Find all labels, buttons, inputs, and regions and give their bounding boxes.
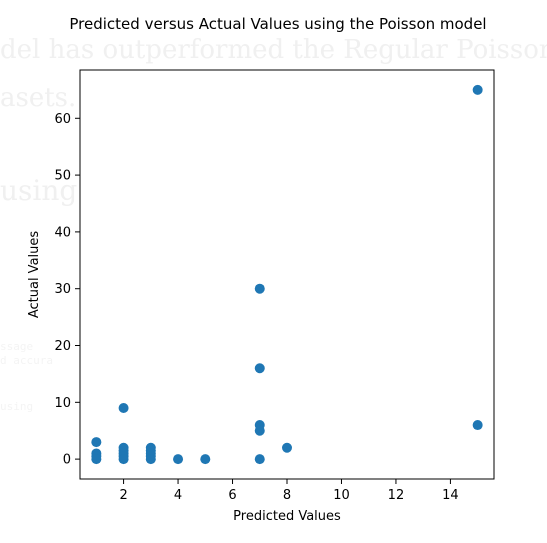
data-point — [254, 283, 265, 294]
data-point — [91, 454, 102, 465]
y-tick-label: 0 — [63, 453, 71, 468]
x-tick-label: 2 — [119, 488, 127, 503]
data-point — [200, 454, 211, 465]
x-tick-label: 4 — [174, 488, 182, 503]
y-tick-label: 50 — [54, 169, 71, 184]
x-axis-label: Predicted Values — [233, 509, 341, 524]
background-text-line-2: asets. — [0, 83, 76, 113]
y-tick-label: 40 — [54, 225, 71, 240]
x-tick-label: 8 — [283, 488, 291, 503]
y-tick-label: 60 — [54, 112, 71, 127]
data-point — [173, 454, 184, 465]
plot-area-frame — [79, 69, 495, 480]
x-tick-label: 14 — [442, 488, 459, 503]
x-tick-label: 12 — [388, 488, 405, 503]
data-point — [254, 454, 265, 465]
background-text-line-1: del has outperformed the Regular Poisson — [0, 35, 547, 65]
data-point — [118, 454, 129, 465]
y-axis-ticks: 0 10 20 30 40 50 60 — [54, 112, 80, 468]
data-point — [254, 363, 265, 374]
y-axis-label: Actual Values — [27, 231, 42, 319]
y-tick-label: 30 — [54, 282, 71, 297]
x-axis-ticks: 2 4 6 8 10 12 14 — [119, 479, 459, 503]
background-text-line-4: ssage — [0, 340, 33, 353]
data-points — [91, 84, 483, 465]
chart-title: Predicted versus Actual Values using the… — [69, 15, 486, 33]
background-text-line-6: using — [0, 400, 33, 413]
background-text-line-5: d accura — [0, 354, 53, 367]
background-text-line-3: using — [0, 174, 77, 207]
data-point — [91, 437, 102, 448]
x-tick-label: 10 — [333, 488, 350, 503]
data-point — [145, 454, 156, 465]
data-point — [282, 442, 292, 453]
data-point — [472, 420, 483, 431]
background-text: del has outperformed the Regular Poisson… — [0, 35, 547, 413]
x-tick-label: 6 — [228, 488, 236, 503]
data-point — [254, 425, 265, 436]
y-tick-label: 10 — [54, 396, 71, 411]
data-point — [472, 84, 483, 95]
data-point — [118, 402, 129, 413]
y-tick-label: 20 — [54, 339, 71, 354]
